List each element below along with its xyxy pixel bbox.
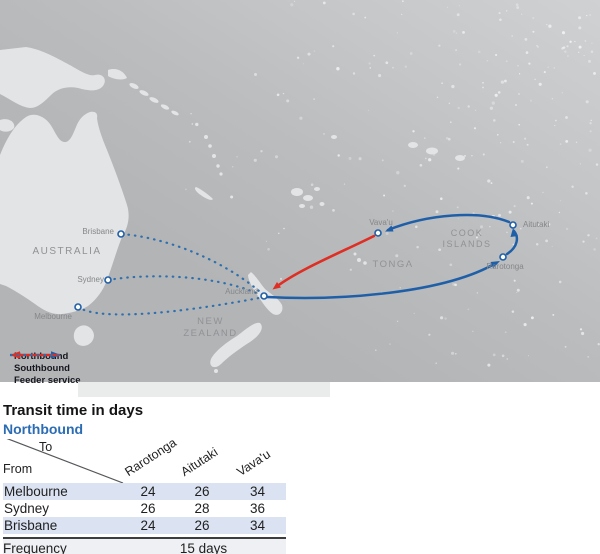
marker-sydney: [104, 276, 112, 284]
land-new-caledonia: [194, 187, 213, 200]
label-melbourne: Melbourne: [34, 312, 72, 321]
feeder-routes: [76, 232, 261, 316]
feeder-dotted-line-icon: [9, 353, 62, 357]
label-australia: AUSTRALIA: [32, 246, 102, 257]
cell-brisbane-aitutaki: 26: [194, 518, 210, 534]
land-samoa: [331, 135, 465, 161]
label-rarotonga: Rarotonga: [486, 262, 524, 271]
land-tonga-islets: [353, 252, 367, 265]
legend-southbound-row: Southbound: [8, 351, 178, 374]
pacific-route-map: Brisbane Sydney Melbourne Auckland Vava'…: [0, 0, 600, 386]
map-legend: Northbound Southbound Feeder service: [8, 350, 178, 386]
map-bottom-fade: [78, 382, 330, 397]
table-row-melbourne: Melbourne 24 26 34: [3, 483, 286, 501]
land-new-guinea: [0, 47, 105, 108]
transit-direction: Northbound: [3, 421, 84, 437]
southbound-arrow-icon: [10, 351, 60, 359]
header-diagonal-line: [6, 439, 124, 484]
cell-melbourne-rarotonga: 24: [140, 484, 156, 500]
cell-sydney-rarotonga: 26: [140, 501, 156, 517]
land-australia: [0, 111, 129, 315]
map-canvas: [0, 0, 600, 373]
transit-table: To From Rarotonga Aitutaki Vava'u Melbou…: [3, 436, 286, 554]
cell-sydney-aitutaki: 28: [194, 501, 210, 517]
land-vanuatu: [204, 135, 223, 176]
land-nz-south: [210, 322, 262, 368]
sea-texture-speckles: [185, 0, 600, 367]
route-feeder-melbourne-auckland: [76, 296, 261, 316]
marker-melbourne: [74, 303, 82, 311]
marker-vavau: [374, 229, 382, 237]
transit-panel: Transit time in days Northbound To From …: [3, 402, 403, 554]
legend-feeder-label: Feeder service: [14, 374, 81, 386]
cell-brisbane-rarotonga: 24: [140, 518, 156, 534]
route-feeder-sydney-auckland: [106, 275, 261, 296]
route-south-vavau-auckland: [274, 234, 376, 289]
marker-aitutaki: [509, 221, 517, 229]
table-row-sydney: Sydney 26 28 36: [3, 500, 286, 517]
label-cook-islands: COOK ISLANDS: [427, 228, 507, 251]
route-feeder-brisbane-auckland: [120, 232, 261, 293]
marker-brisbane: [117, 230, 125, 238]
northbound-arrowheads: [385, 225, 518, 268]
cell-melbourne-vavau: 34: [249, 484, 266, 500]
arrowhead-auckland: [272, 282, 281, 290]
label-new-zealand-line1: NEW: [197, 316, 224, 327]
marker-rarotonga: [499, 253, 507, 261]
cell-brisbane-vavau: 34: [249, 518, 266, 534]
southbound-route: [272, 234, 376, 290]
land-timor: [0, 119, 15, 132]
land-solomon-islands: [129, 83, 179, 116]
table-row-brisbane: Brisbane 24 26 34: [3, 517, 286, 535]
row-label: Brisbane: [4, 518, 58, 534]
landmasses: [0, 47, 465, 373]
arrowhead-aitutaki: [510, 228, 518, 237]
land-stewart-island: [214, 369, 218, 373]
label-auckland: Auckland: [225, 287, 258, 296]
row-label: Sydney: [4, 501, 50, 517]
label-new-zealand-line2: ZEALAND: [183, 327, 238, 339]
transit-title: Transit time in days: [3, 402, 144, 419]
legend-southbound-label: Southbound: [14, 362, 70, 374]
label-tonga: TONGA: [372, 259, 414, 270]
route-north-aitutaki-vavau: [386, 213, 511, 232]
arrowhead-rarotonga: [490, 261, 500, 268]
label-brisbane: Brisbane: [82, 227, 114, 236]
port-markers: [74, 221, 517, 311]
axis-from-label: From: [3, 462, 33, 477]
label-new-zealand: NEW ZEALAND: [168, 316, 253, 340]
label-cook-islands-line1: COOK: [450, 228, 484, 238]
axis-to-label: To: [39, 440, 53, 455]
transit-table-header: To From Rarotonga Aitutaki Vava'u: [3, 436, 286, 484]
route-north-auckland-rarotonga: [265, 261, 498, 300]
row-label: Melbourne: [4, 484, 68, 500]
land-tasmania: [73, 325, 94, 346]
frequency-value: 15 days: [179, 540, 228, 554]
label-cook-islands-line2: ISLANDS: [442, 239, 492, 250]
land-new-britain: [108, 68, 127, 80]
cell-melbourne-aitutaki: 26: [194, 484, 210, 500]
label-aitutaki: Aitutaki: [523, 220, 550, 229]
label-vavau: Vava'u: [369, 218, 393, 227]
frequency-label: Frequency: [3, 540, 67, 554]
table-row-frequency: Frequency 15 days: [3, 537, 286, 554]
marker-auckland: [260, 292, 268, 300]
land-fiji: [291, 187, 325, 208]
legend-feeder-row: Feeder service: [8, 353, 178, 386]
label-sydney: Sydney: [77, 275, 104, 284]
arrowhead-vavau: [385, 225, 394, 232]
cell-sydney-vavau: 36: [249, 501, 266, 517]
